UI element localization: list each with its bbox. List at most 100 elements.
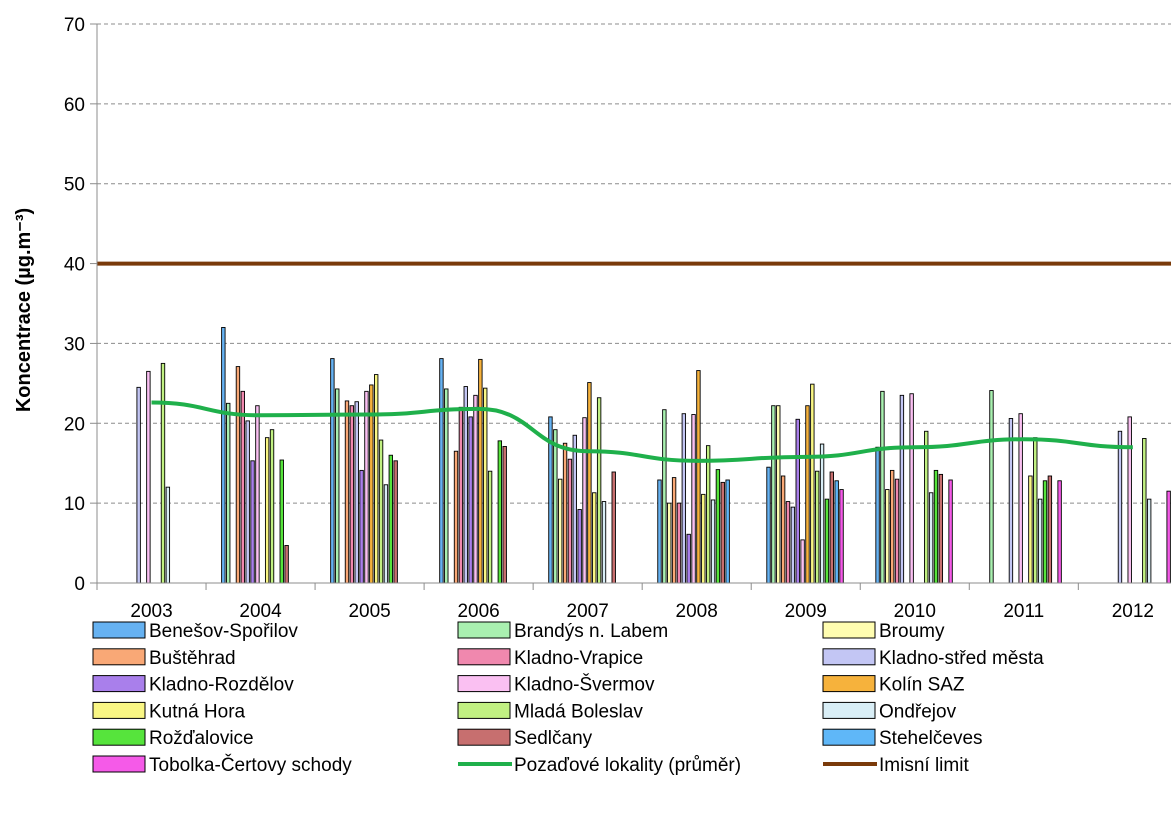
bar xyxy=(1037,498,1043,584)
bar xyxy=(487,470,493,584)
bar xyxy=(264,437,270,584)
bar xyxy=(344,400,350,584)
bar xyxy=(1028,475,1033,584)
bar xyxy=(875,446,880,584)
legend-swatch xyxy=(822,648,876,666)
bar xyxy=(478,358,483,584)
bar xyxy=(250,460,255,584)
bar xyxy=(483,387,488,584)
x-tick-label: 2010 xyxy=(894,601,936,622)
bar xyxy=(374,374,379,584)
bar xyxy=(776,405,781,584)
legend-label: Mladá Boleslav xyxy=(514,701,643,722)
bar xyxy=(1142,438,1147,584)
legend-swatch xyxy=(92,675,146,693)
legend-swatch xyxy=(92,701,146,719)
bar xyxy=(458,406,464,584)
legend-label: Stehelčeves xyxy=(879,728,983,749)
bar xyxy=(611,471,616,584)
bar xyxy=(330,358,335,584)
y-tick-label: 70 xyxy=(64,15,85,36)
legend-label: Imisní limit xyxy=(879,755,969,776)
y-tick-label: 0 xyxy=(74,574,85,595)
bar xyxy=(577,509,582,584)
bar xyxy=(800,539,805,584)
bar xyxy=(725,479,730,584)
bar xyxy=(245,420,250,584)
bar xyxy=(795,418,800,584)
bar xyxy=(681,413,687,584)
legend-label: Rožďalovice xyxy=(149,728,254,749)
bar xyxy=(766,466,771,584)
bar xyxy=(596,397,602,584)
bar xyxy=(354,401,359,584)
x-tick-label: 2003 xyxy=(130,601,172,622)
bar xyxy=(364,390,369,584)
bar xyxy=(473,394,478,584)
y-tick-label: 20 xyxy=(64,414,85,435)
bar xyxy=(933,469,939,584)
legend-label: Benešov-Spořilov xyxy=(149,621,298,642)
bar xyxy=(924,430,929,584)
legend-swatch xyxy=(92,648,146,666)
bar xyxy=(696,370,701,584)
legend-label: Ondřejov xyxy=(879,701,957,722)
bar xyxy=(572,434,577,584)
x-tick-label: 2005 xyxy=(348,601,390,622)
bar xyxy=(829,471,834,584)
bar xyxy=(989,390,994,584)
legend-label: Buštěhrad xyxy=(149,648,236,669)
legend-label: Kolín SAZ xyxy=(879,675,965,696)
bar xyxy=(899,394,905,584)
y-tick-label: 30 xyxy=(64,334,85,355)
x-tick-label: 2012 xyxy=(1112,601,1154,622)
bar xyxy=(880,390,885,584)
legend-label: Brandýs n. Labem xyxy=(514,621,668,642)
bar xyxy=(226,402,231,584)
bar xyxy=(1146,498,1152,584)
y-tick-label: 10 xyxy=(64,494,85,515)
bar xyxy=(497,440,503,584)
bar xyxy=(1117,430,1123,584)
x-tick-label: 2006 xyxy=(457,601,499,622)
legend-swatch xyxy=(457,701,511,719)
bar xyxy=(805,405,810,584)
legend-label: Sedlčany xyxy=(514,728,593,749)
y-axis-title: Koncentrace (µg.m⁻³) xyxy=(13,208,35,412)
bar xyxy=(582,417,587,584)
legend-swatch xyxy=(457,728,511,746)
bar xyxy=(785,501,791,584)
bar xyxy=(928,492,934,584)
bar xyxy=(136,386,141,584)
bar xyxy=(393,460,398,584)
legend-label: Kladno-střed města xyxy=(879,648,1044,669)
bar xyxy=(335,388,340,584)
x-tick-label: 2004 xyxy=(239,601,282,622)
bar xyxy=(889,469,895,584)
bar xyxy=(279,459,284,584)
bar xyxy=(667,502,672,584)
bar xyxy=(819,443,825,584)
bar xyxy=(948,479,953,584)
bar xyxy=(710,499,716,584)
y-tick-label: 60 xyxy=(64,95,85,116)
legend-swatch xyxy=(457,675,511,693)
bar xyxy=(378,439,384,584)
y-tick-label: 50 xyxy=(64,175,85,196)
bar xyxy=(592,492,597,584)
bar xyxy=(567,458,573,584)
bar xyxy=(790,506,796,584)
bar xyxy=(601,501,607,584)
bar xyxy=(165,486,171,584)
average-line xyxy=(151,400,1133,463)
bar xyxy=(1127,416,1132,584)
legend-label: Tobolka-Čertovy schody xyxy=(149,754,352,776)
bar xyxy=(1033,437,1038,584)
bar xyxy=(671,477,677,584)
bar xyxy=(468,416,473,584)
x-tick-label: 2011 xyxy=(1003,601,1044,622)
bar xyxy=(1008,418,1014,584)
legend-label: Kladno-Rozdělov xyxy=(149,675,294,696)
